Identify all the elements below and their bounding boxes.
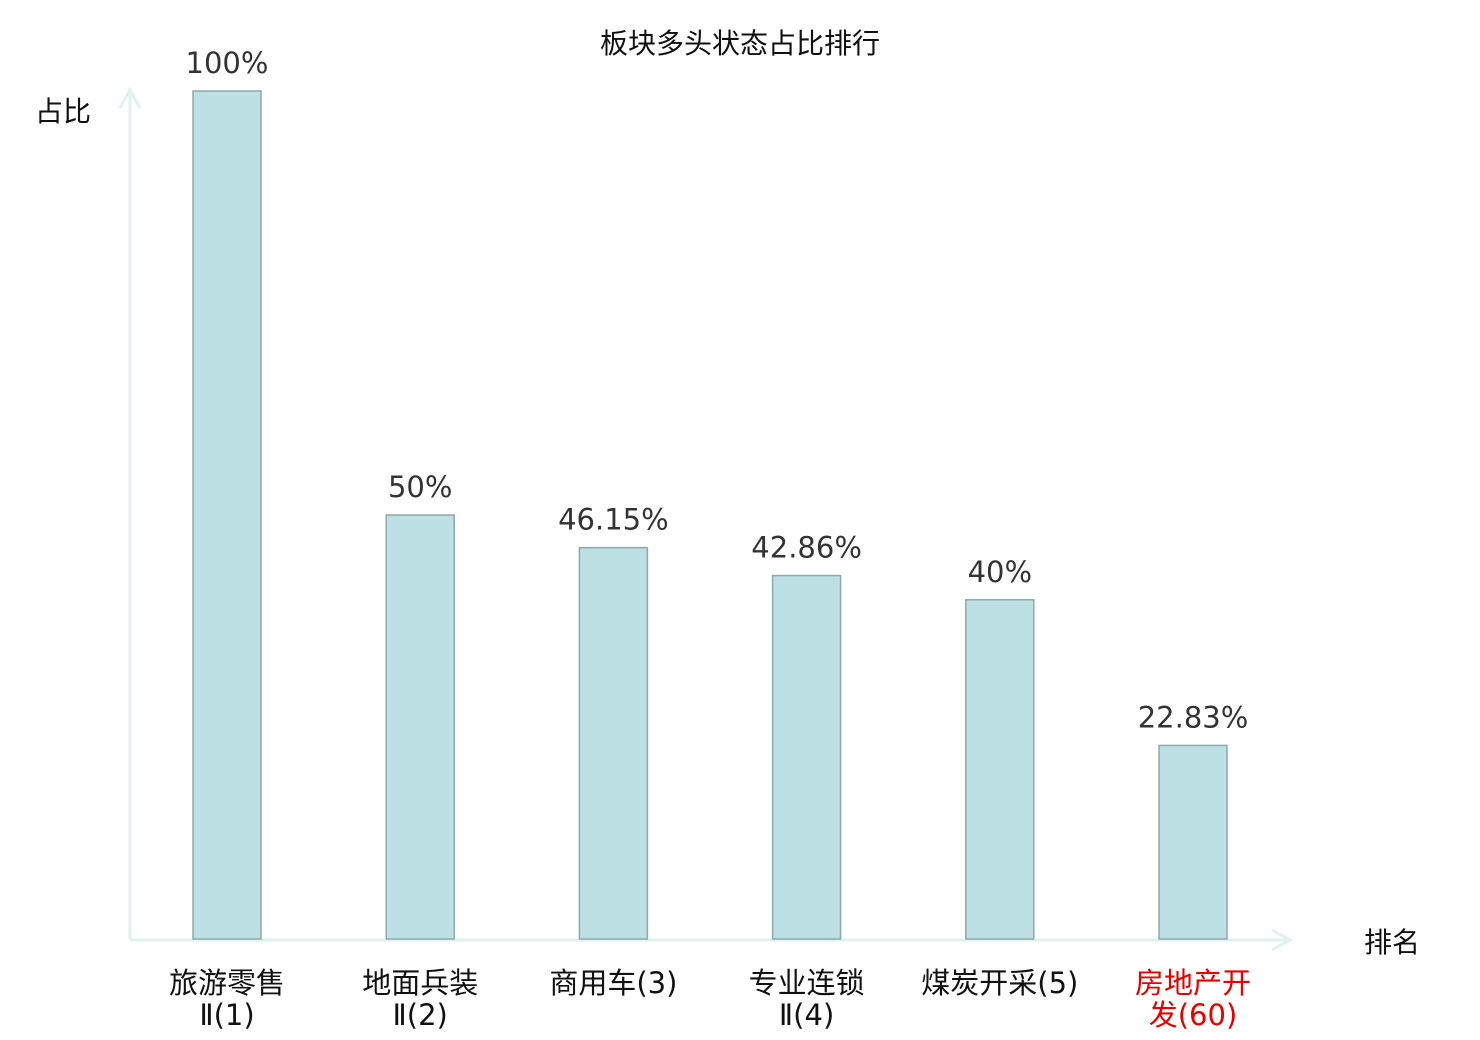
x-axis-arrow xyxy=(1271,928,1294,952)
x-tick-label: 专业连锁 Ⅱ(4) xyxy=(749,966,865,1032)
x-tick-label: 房地产开发(60) xyxy=(1135,966,1251,1032)
data-label: 46.15% xyxy=(558,503,669,537)
axes xyxy=(118,86,1294,952)
x-tick-label: 旅游零售 Ⅱ(1) xyxy=(169,966,285,1032)
data-label: 50% xyxy=(388,470,452,504)
bars: 100% 旅游零售 Ⅱ(1) 50% 地面兵装 Ⅱ(2) 46.15% 商用车(3) 42.86… xyxy=(169,46,1251,1032)
data-label: 40% xyxy=(968,555,1032,589)
x-tick-label: 煤炭开采(5) xyxy=(921,966,1078,1000)
chart-title: 板块多头状态占比排行 xyxy=(600,27,880,60)
bar xyxy=(192,90,262,940)
bar xyxy=(965,599,1035,940)
bar xyxy=(578,546,649,940)
y-axis-label: 占比 xyxy=(35,95,91,128)
x-tick-label: 商用车(3) xyxy=(549,966,677,1000)
x-axis-label: 排名 xyxy=(1364,926,1420,959)
data-label: 100% xyxy=(186,46,269,80)
data-label: 42.86% xyxy=(751,531,862,565)
bar xyxy=(1158,744,1228,940)
x-tick-label: 地面兵装 Ⅱ(2) xyxy=(362,966,478,1032)
data-label: 22.83% xyxy=(1138,700,1249,734)
y-axis-arrow xyxy=(118,86,142,109)
bar xyxy=(385,514,455,940)
bar xyxy=(771,574,842,940)
